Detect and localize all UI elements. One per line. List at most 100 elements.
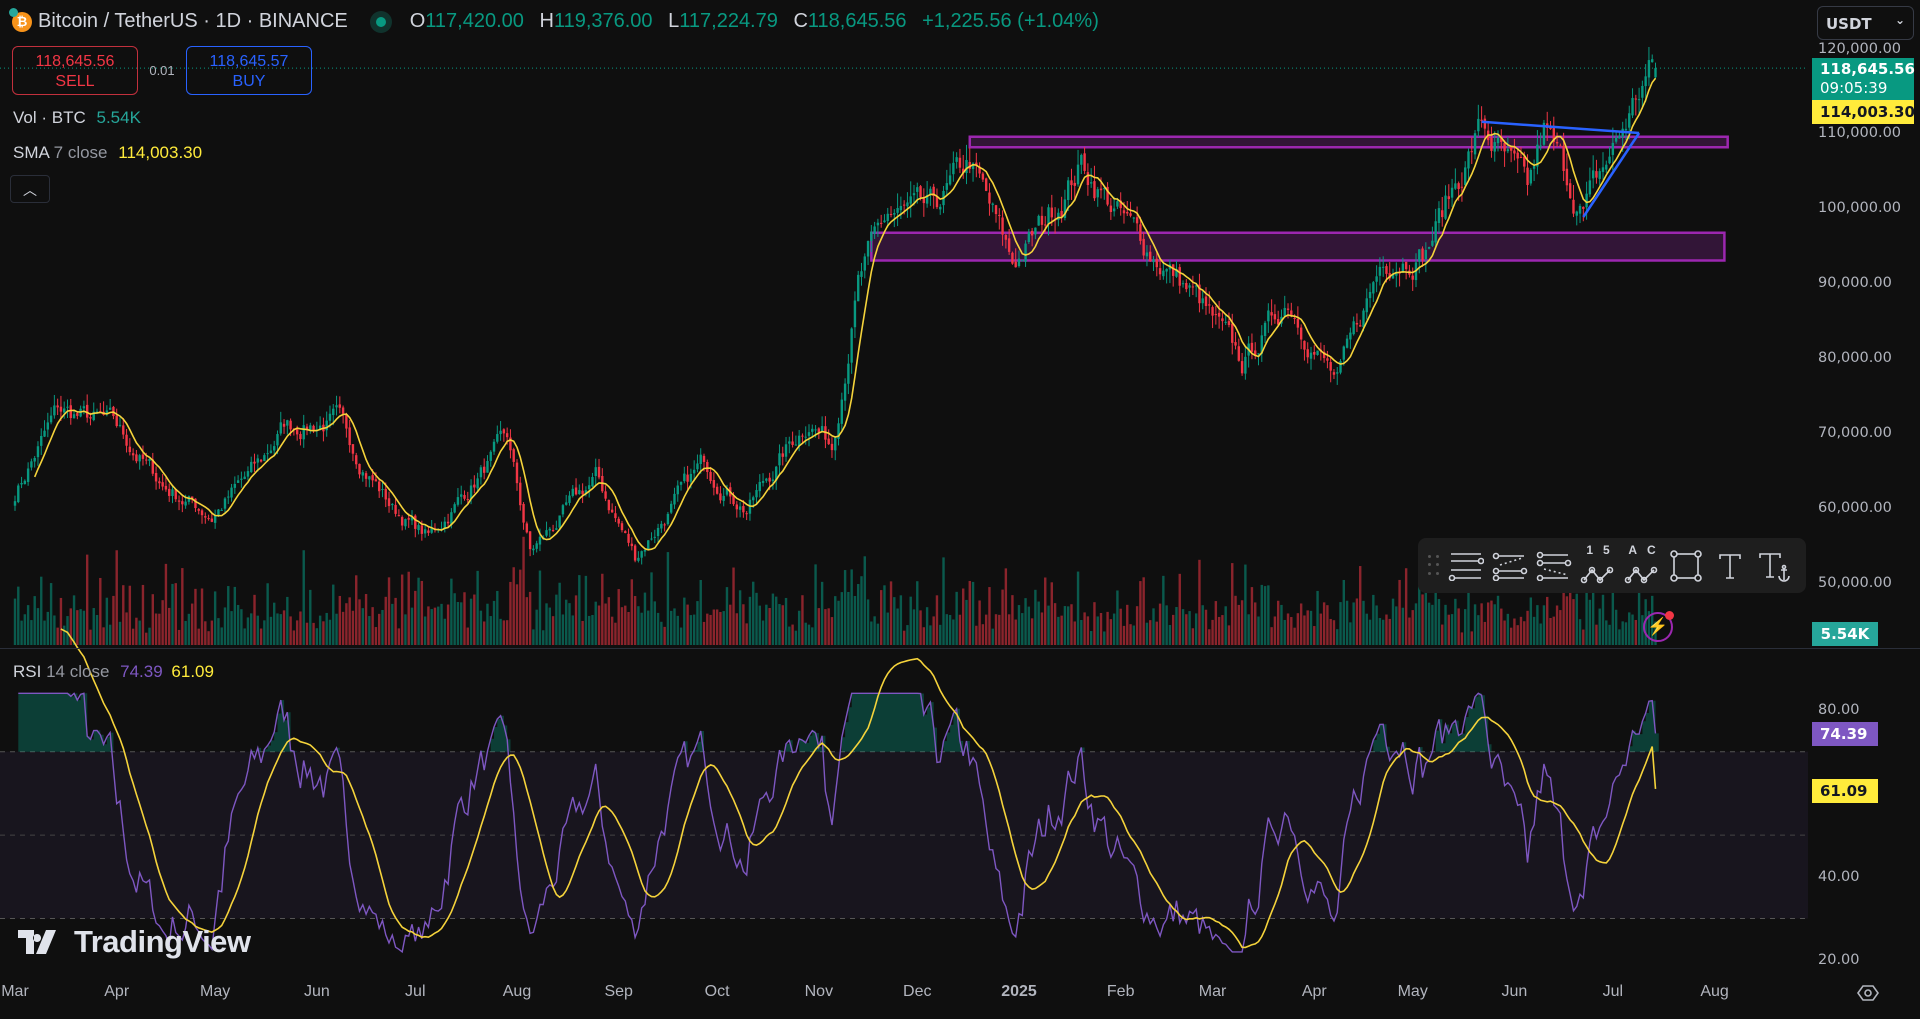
volume-bar	[545, 603, 548, 645]
candle-body	[994, 205, 998, 215]
candle-body	[591, 477, 594, 487]
elliott-wave-tool[interactable]: 15	[1576, 543, 1620, 589]
symbol-header[interactable]: ₿ Bitcoin / TetherUS · 1D · BINANCE O117…	[9, 7, 1099, 33]
candle-body	[755, 490, 758, 498]
volume-bar	[807, 624, 811, 645]
candle-body	[768, 477, 771, 482]
candle-body	[939, 206, 942, 210]
candle-body	[1073, 182, 1076, 186]
volume-bar	[1424, 556, 1428, 645]
volume-bar	[135, 617, 138, 645]
volume-bar	[1086, 616, 1090, 645]
volume-bar	[1437, 599, 1441, 645]
alerts-flash-icon[interactable]: ⚡	[1643, 611, 1674, 642]
trendlines[interactable]	[1481, 120, 1641, 218]
price-axis[interactable]: 120,000.00 110,000.00 100,000.00 90,000.00 8…	[1808, 0, 1920, 1019]
rsi-legend[interactable]: RSI 14 close 74.39 61.09	[13, 662, 214, 682]
time-tick-label: Mar	[1, 983, 29, 1000]
volume-legend[interactable]: Vol · BTC 5.54K	[13, 108, 141, 128]
candle-body	[515, 462, 519, 484]
candle-body	[906, 202, 909, 207]
volume-bar	[797, 610, 801, 645]
volume-bar	[59, 597, 63, 645]
pane-separator[interactable]	[0, 648, 1920, 649]
volume-bar	[450, 578, 453, 645]
volume-bar	[673, 608, 676, 645]
candle-body	[309, 425, 312, 430]
volume-bar	[1431, 604, 1434, 645]
candle-body	[535, 543, 538, 549]
horizontal-lines-tool[interactable]	[1444, 543, 1488, 589]
drawing-toolbar: 15 AC	[1418, 538, 1806, 593]
candle-body	[1004, 234, 1008, 240]
candle-body	[1119, 200, 1122, 209]
candle-body	[1359, 325, 1362, 327]
candle-body	[1313, 351, 1316, 355]
candle-body	[692, 469, 696, 474]
volume-bar	[965, 599, 968, 645]
volume-bar	[879, 590, 883, 645]
candle-body	[1237, 346, 1241, 361]
volume-bar	[1260, 584, 1263, 645]
volume-bar	[522, 536, 525, 645]
candle-body	[706, 461, 709, 473]
candle-body	[394, 504, 397, 514]
candle-body	[1624, 128, 1628, 131]
candle-body	[519, 482, 522, 506]
volume-bar	[1103, 631, 1106, 645]
sma-legend[interactable]: SMA 7 close 114,003.30	[13, 143, 202, 163]
volume-bar	[1618, 629, 1621, 645]
candle-body	[145, 459, 148, 461]
chart-settings-icon[interactable]	[1855, 980, 1881, 1006]
volume-bar	[538, 570, 542, 645]
volume-bar	[171, 583, 174, 645]
buy-button[interactable]: 118,645.57 BUY	[186, 46, 312, 95]
symbol-title[interactable]: Bitcoin / TetherUS · 1D · BINANCE	[38, 10, 348, 32]
tradingview-watermark[interactable]: TradingView	[18, 924, 251, 960]
candle-body	[420, 525, 424, 534]
candle-body	[505, 433, 509, 438]
candle-body	[1516, 152, 1519, 159]
volume-bar	[210, 620, 214, 645]
candle-body	[732, 495, 735, 505]
volume-bar	[161, 600, 164, 645]
candle-body	[830, 443, 834, 451]
candle-body	[952, 162, 955, 175]
candle-body	[702, 455, 706, 462]
text-tool[interactable]	[1708, 543, 1752, 589]
volume-bar	[89, 629, 92, 645]
candle-body	[594, 467, 597, 477]
candle-body	[177, 500, 181, 502]
volume-bar	[984, 614, 988, 645]
candle-body	[663, 524, 666, 526]
rectangle-tool[interactable]	[1664, 543, 1708, 589]
abc-pattern-tool[interactable]: AC	[1620, 543, 1664, 589]
volume-bar	[1513, 618, 1516, 645]
candle-body	[889, 214, 893, 216]
sell-button[interactable]: 118,645.56 SELL	[12, 46, 138, 95]
candle-body	[965, 160, 968, 174]
volume-bar	[348, 597, 351, 645]
candle-body	[653, 536, 656, 538]
anchored-text-tool[interactable]	[1752, 543, 1796, 589]
volume-bar	[414, 590, 417, 645]
volume-bar	[190, 603, 194, 645]
collapse-legend-button[interactable]: ︿	[10, 175, 50, 203]
currency-select[interactable]: USDT ⌄	[1817, 6, 1914, 40]
regression-channel-tool[interactable]	[1532, 543, 1576, 589]
candle-body	[1450, 187, 1454, 198]
parallel-channel-tool[interactable]	[1488, 543, 1532, 589]
volume-bar	[400, 574, 404, 645]
volume-bar	[617, 589, 620, 645]
volume-bar	[660, 621, 663, 645]
volume-bar	[1516, 625, 1519, 645]
volume-bar	[794, 630, 798, 645]
volume-bar	[863, 556, 866, 645]
volume-bar	[745, 623, 748, 645]
trendline	[1582, 132, 1641, 218]
candle-body	[1509, 147, 1513, 151]
drag-handle-icon[interactable]	[1424, 551, 1444, 581]
time-axis[interactable]: Mar Apr May Jun Jul Aug Sep Oct Nov Dec 2025 Feb Mar…	[0, 975, 1808, 1019]
volume-bar	[92, 608, 95, 645]
